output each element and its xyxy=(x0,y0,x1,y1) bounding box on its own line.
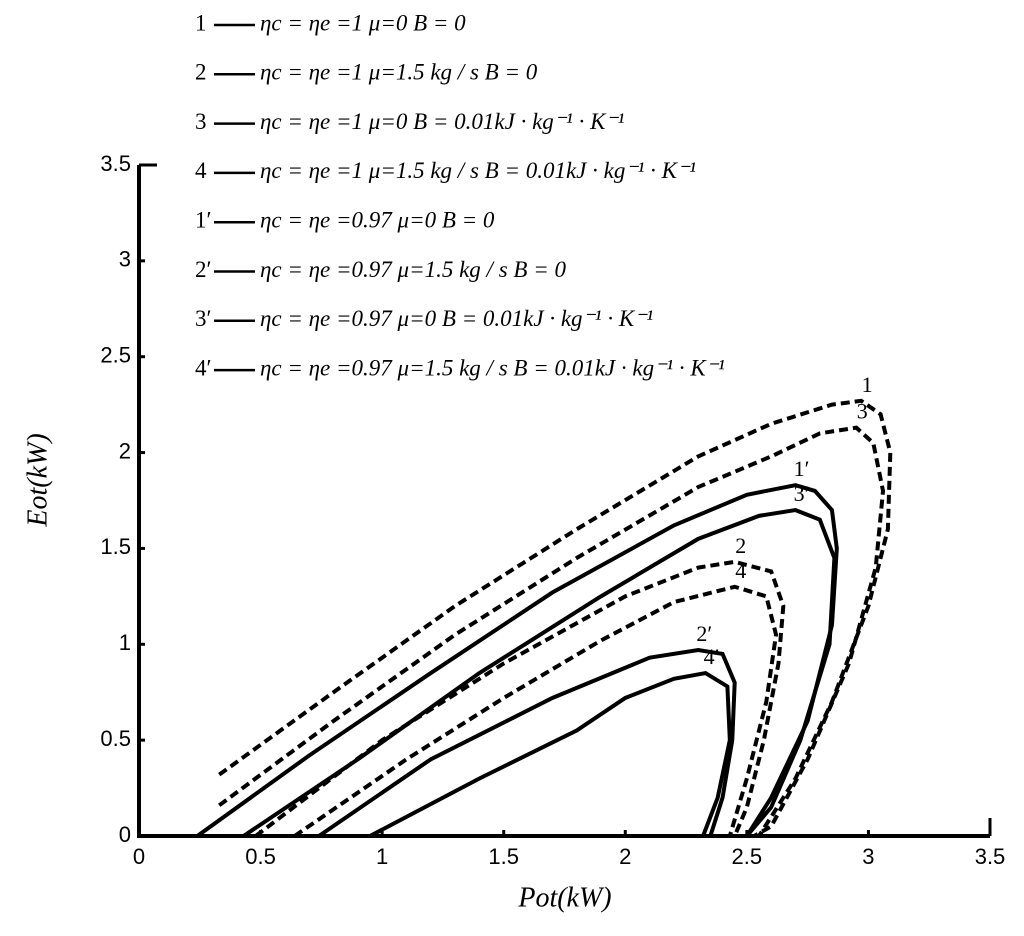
y-tick-label: 2.5 xyxy=(100,343,131,368)
legend-label: ηc = ηe =1 μ=0 B = 0 xyxy=(260,10,466,35)
curve-label: 2 xyxy=(735,533,746,558)
curve-label: 1′ xyxy=(794,456,810,481)
curve xyxy=(317,648,737,838)
curve xyxy=(242,508,837,838)
x-tick-label: 2.5 xyxy=(732,844,763,869)
y-tick-label: 0 xyxy=(119,822,131,847)
legend-label: ηc = ηe =1 μ=1.5 kg / s B = 0.01kJ · kg⁻… xyxy=(260,158,696,183)
x-tick-label: 0.5 xyxy=(245,844,276,869)
y-tick-label: 0.5 xyxy=(100,726,131,751)
y-tick-label: 1.5 xyxy=(100,534,131,559)
legend-name: 3 xyxy=(195,109,207,134)
legend-label: ηc = ηe =1 μ=0 B = 0.01kJ · kg⁻¹ · K⁻¹ xyxy=(260,109,625,134)
x-tick-label: 3.5 xyxy=(975,844,1006,869)
legend-label: ηc = ηe =0.97 μ=0 B = 0.01kJ · kg⁻¹ · K⁻… xyxy=(260,306,653,331)
y-axis-label: Eot(kW) xyxy=(22,433,53,527)
curve xyxy=(293,584,779,838)
curve-label: 4 xyxy=(735,558,746,583)
legend-label: ηc = ηe =0.97 μ=1.5 kg / s B = 0 xyxy=(260,257,566,282)
curve-label: 1 xyxy=(862,372,873,397)
curve-label: 4′ xyxy=(704,644,720,669)
curve xyxy=(369,670,732,838)
x-tick-label: 1.5 xyxy=(488,844,519,869)
curve-label: 2′ xyxy=(696,621,712,646)
curve xyxy=(218,425,886,838)
legend-label: ηc = ηe =1 μ=1.5 kg / s B = 0 xyxy=(260,60,538,85)
legend-name: 4 xyxy=(195,158,207,183)
x-tick-label: 1 xyxy=(376,844,388,869)
x-tick-label: 2 xyxy=(619,844,631,869)
legend-name: 1 xyxy=(195,10,207,35)
curve-label: 3′ xyxy=(794,481,810,506)
legend-name: 3′ xyxy=(195,306,212,331)
legend-name: 4′ xyxy=(195,355,212,380)
x-tick-label: 3 xyxy=(862,844,874,869)
legend-name: 2′ xyxy=(195,257,212,282)
legend-name: 2 xyxy=(195,60,207,85)
x-tick-label: 0 xyxy=(133,844,145,869)
y-tick-label: 2 xyxy=(119,438,131,463)
legend-label: ηc = ηe =0.97 μ=0 B = 0 xyxy=(260,207,495,232)
y-tick-label: 3.5 xyxy=(100,151,131,176)
curve xyxy=(218,398,893,838)
x-axis-label: Pot(kW) xyxy=(517,882,611,913)
curve xyxy=(254,559,786,838)
legend-label: ηc = ηe =0.97 μ=1.5 kg / s B = 0.01kJ · … xyxy=(260,355,725,380)
y-tick-label: 1 xyxy=(119,630,131,655)
curve-label: 3 xyxy=(857,399,868,424)
legend-name: 1′ xyxy=(195,207,212,232)
y-tick-label: 3 xyxy=(119,247,131,272)
